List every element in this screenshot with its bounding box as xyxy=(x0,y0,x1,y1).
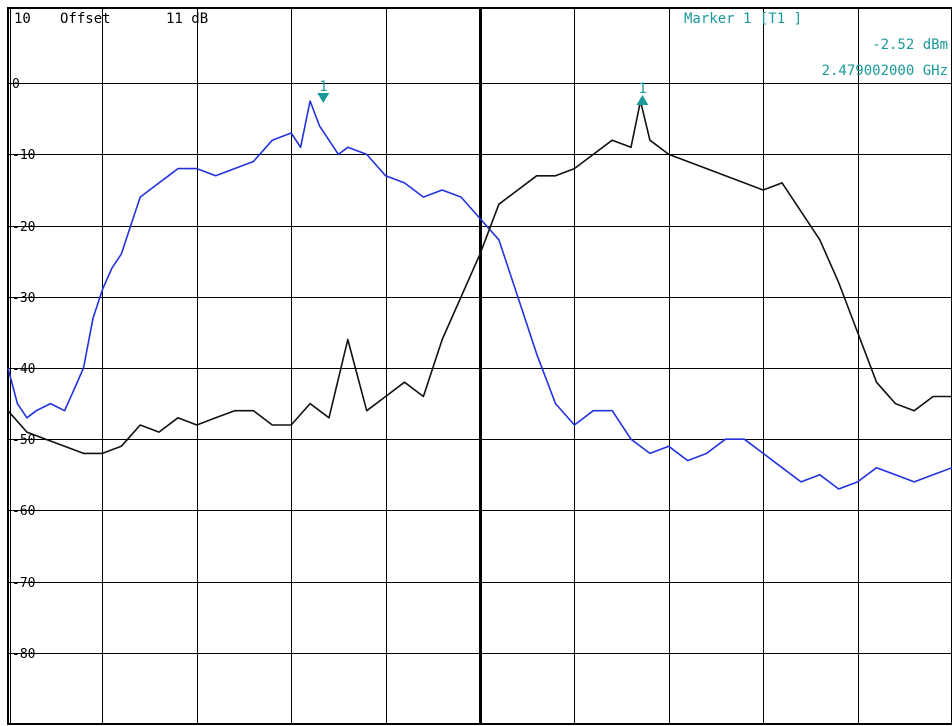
marker-triangle-1 xyxy=(317,93,330,103)
offset-label: Offset xyxy=(60,11,111,27)
marker-title: Marker 1 [T1 ] xyxy=(684,11,802,27)
y-tick-label: -60 xyxy=(12,504,35,519)
trace-1 xyxy=(7,100,952,490)
offset-value: 11 dB xyxy=(166,11,208,27)
y-tick-label: 0 xyxy=(12,77,20,92)
y-tick-label: -70 xyxy=(12,576,35,591)
marker-label-2: 1 xyxy=(638,81,646,97)
y-tick-label: -50 xyxy=(12,433,35,448)
traces xyxy=(7,100,952,490)
marker-frequency: 2.479002000 GHz xyxy=(822,63,948,79)
ref-level-label: 10 xyxy=(14,11,31,27)
grid xyxy=(8,8,952,724)
y-tick-label: -30 xyxy=(12,291,35,306)
marker-level: -2.52 dBm xyxy=(872,37,948,53)
y-tick-label: -80 xyxy=(12,647,35,662)
trace-2 xyxy=(7,100,952,455)
y-tick-labels: 0 -10 -20 -30 -40 -50 -60 -70 -80 xyxy=(12,77,35,662)
y-tick-label: -20 xyxy=(12,220,35,235)
marker-label-1: 1 xyxy=(319,79,327,95)
marker-triangle-2 xyxy=(636,95,649,105)
y-tick-label: -40 xyxy=(12,362,35,377)
y-tick-label: -10 xyxy=(12,148,35,163)
